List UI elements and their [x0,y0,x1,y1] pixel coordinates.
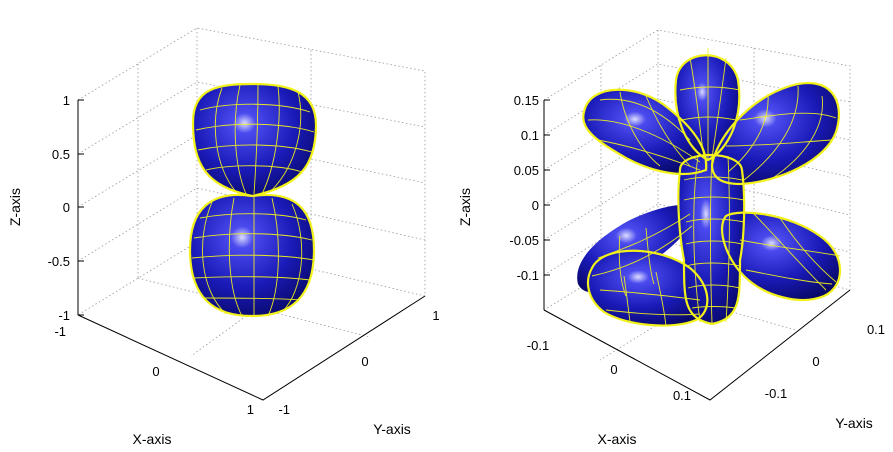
right-y-tick-3: 0.1 [867,322,885,337]
right-z-axis-label: Z-axis [457,188,473,226]
left-x-axis-label: X-axis [133,431,172,447]
left-y-tick-2: 0 [361,354,368,369]
left-y-axis-label: Y-axis [373,421,411,437]
left-z-axis-label: Z-axis [7,188,23,226]
left-x-tick-2: 0 [152,364,159,379]
right-y-tick-2: 0 [812,354,819,369]
right-lobe-lower-right [722,212,841,300]
plot-right: 0.15 0.1 0.05 0 -0.05 -0.1 -0.1 0 0.1 -0… [457,29,885,447]
left-surface [188,82,318,318]
right-y-tick-1: -0.1 [765,386,787,401]
left-z-tick-4: -0.5 [48,254,70,269]
right-lobe-upper-right [712,83,839,184]
right-z-tick-6: -0.1 [517,268,539,283]
left-floor [77,295,426,401]
left-x-tick-3: 1 [247,402,254,417]
right-lobe-bottom [588,250,708,326]
right-mesh [587,47,841,327]
left-z-tick-1: 1 [63,93,70,108]
right-rims [582,54,842,327]
left-y-tick-3: 1 [432,308,439,323]
right-z-tick-2: 0.1 [521,128,539,143]
left-z-tick-2: 0.5 [52,147,70,162]
right-x-axis-label: X-axis [598,431,637,447]
left-mesh [191,84,315,317]
right-surface [577,47,842,327]
right-z-tick-1: 0.15 [514,93,539,108]
right-ticks [544,99,550,276]
right-y-axis-label: Y-axis [835,415,873,431]
right-z-tick-4: 0 [532,198,539,213]
left-ticks [78,99,84,316]
right-z-tick-3: 0.05 [514,163,539,178]
left-y-tick-1: -1 [278,402,290,417]
plot-left: 1 0.5 0 -0.5 -1 -1 0 1 -1 0 1 X-axis Y-a… [7,27,440,447]
right-x-tick-2: 0 [610,362,617,377]
right-x-tick-3: 0.1 [673,388,691,403]
right-x-tick-1: -0.1 [527,338,549,353]
right-floor [543,289,851,401]
right-z-tick-5: -0.05 [509,233,539,248]
left-z-tick-3: 0 [63,200,70,215]
left-rim [188,82,318,318]
left-z-tick-5: -1 [58,308,70,323]
left-x-tick-1: -1 [54,324,66,339]
right-lobe-upper-left [583,89,707,174]
